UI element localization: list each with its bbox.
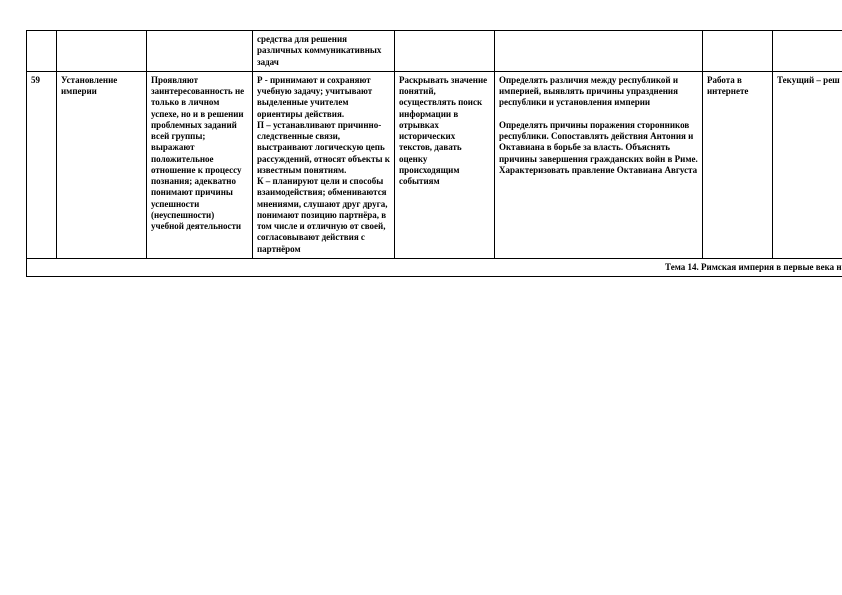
cell-meta: средства для решения различных коммуника… xyxy=(253,31,395,72)
cell-home: Работа в интернете xyxy=(703,71,773,258)
table-row: 59 Установление империи Проявляют заинте… xyxy=(27,71,842,258)
cell-num: 59 xyxy=(27,71,57,258)
cell-meta: Р - принимают и сохраняют учебную задачу… xyxy=(253,71,395,258)
cell-control xyxy=(773,31,842,72)
cell-control: Текущий – реш xyxy=(773,71,842,258)
cell-activity xyxy=(495,31,703,72)
cell-home xyxy=(703,31,773,72)
curriculum-table: средства для решения различных коммуника… xyxy=(26,30,842,277)
cell-num xyxy=(27,31,57,72)
cell-topic: Установление империи xyxy=(57,71,147,258)
section-row: Тема 14. Римская империя в первые века н… xyxy=(27,258,842,276)
cell-activity: Определять различия между республикой и … xyxy=(495,71,703,258)
cell-subject xyxy=(395,31,495,72)
table-row: средства для решения различных коммуника… xyxy=(27,31,842,72)
section-title: Тема 14. Римская империя в первые века н… xyxy=(27,258,842,276)
cell-personal xyxy=(147,31,253,72)
cell-topic xyxy=(57,31,147,72)
cell-personal: Проявляют заинтересованность не только в… xyxy=(147,71,253,258)
cell-subject: Раскрывать значение понятий, осуществлят… xyxy=(395,71,495,258)
